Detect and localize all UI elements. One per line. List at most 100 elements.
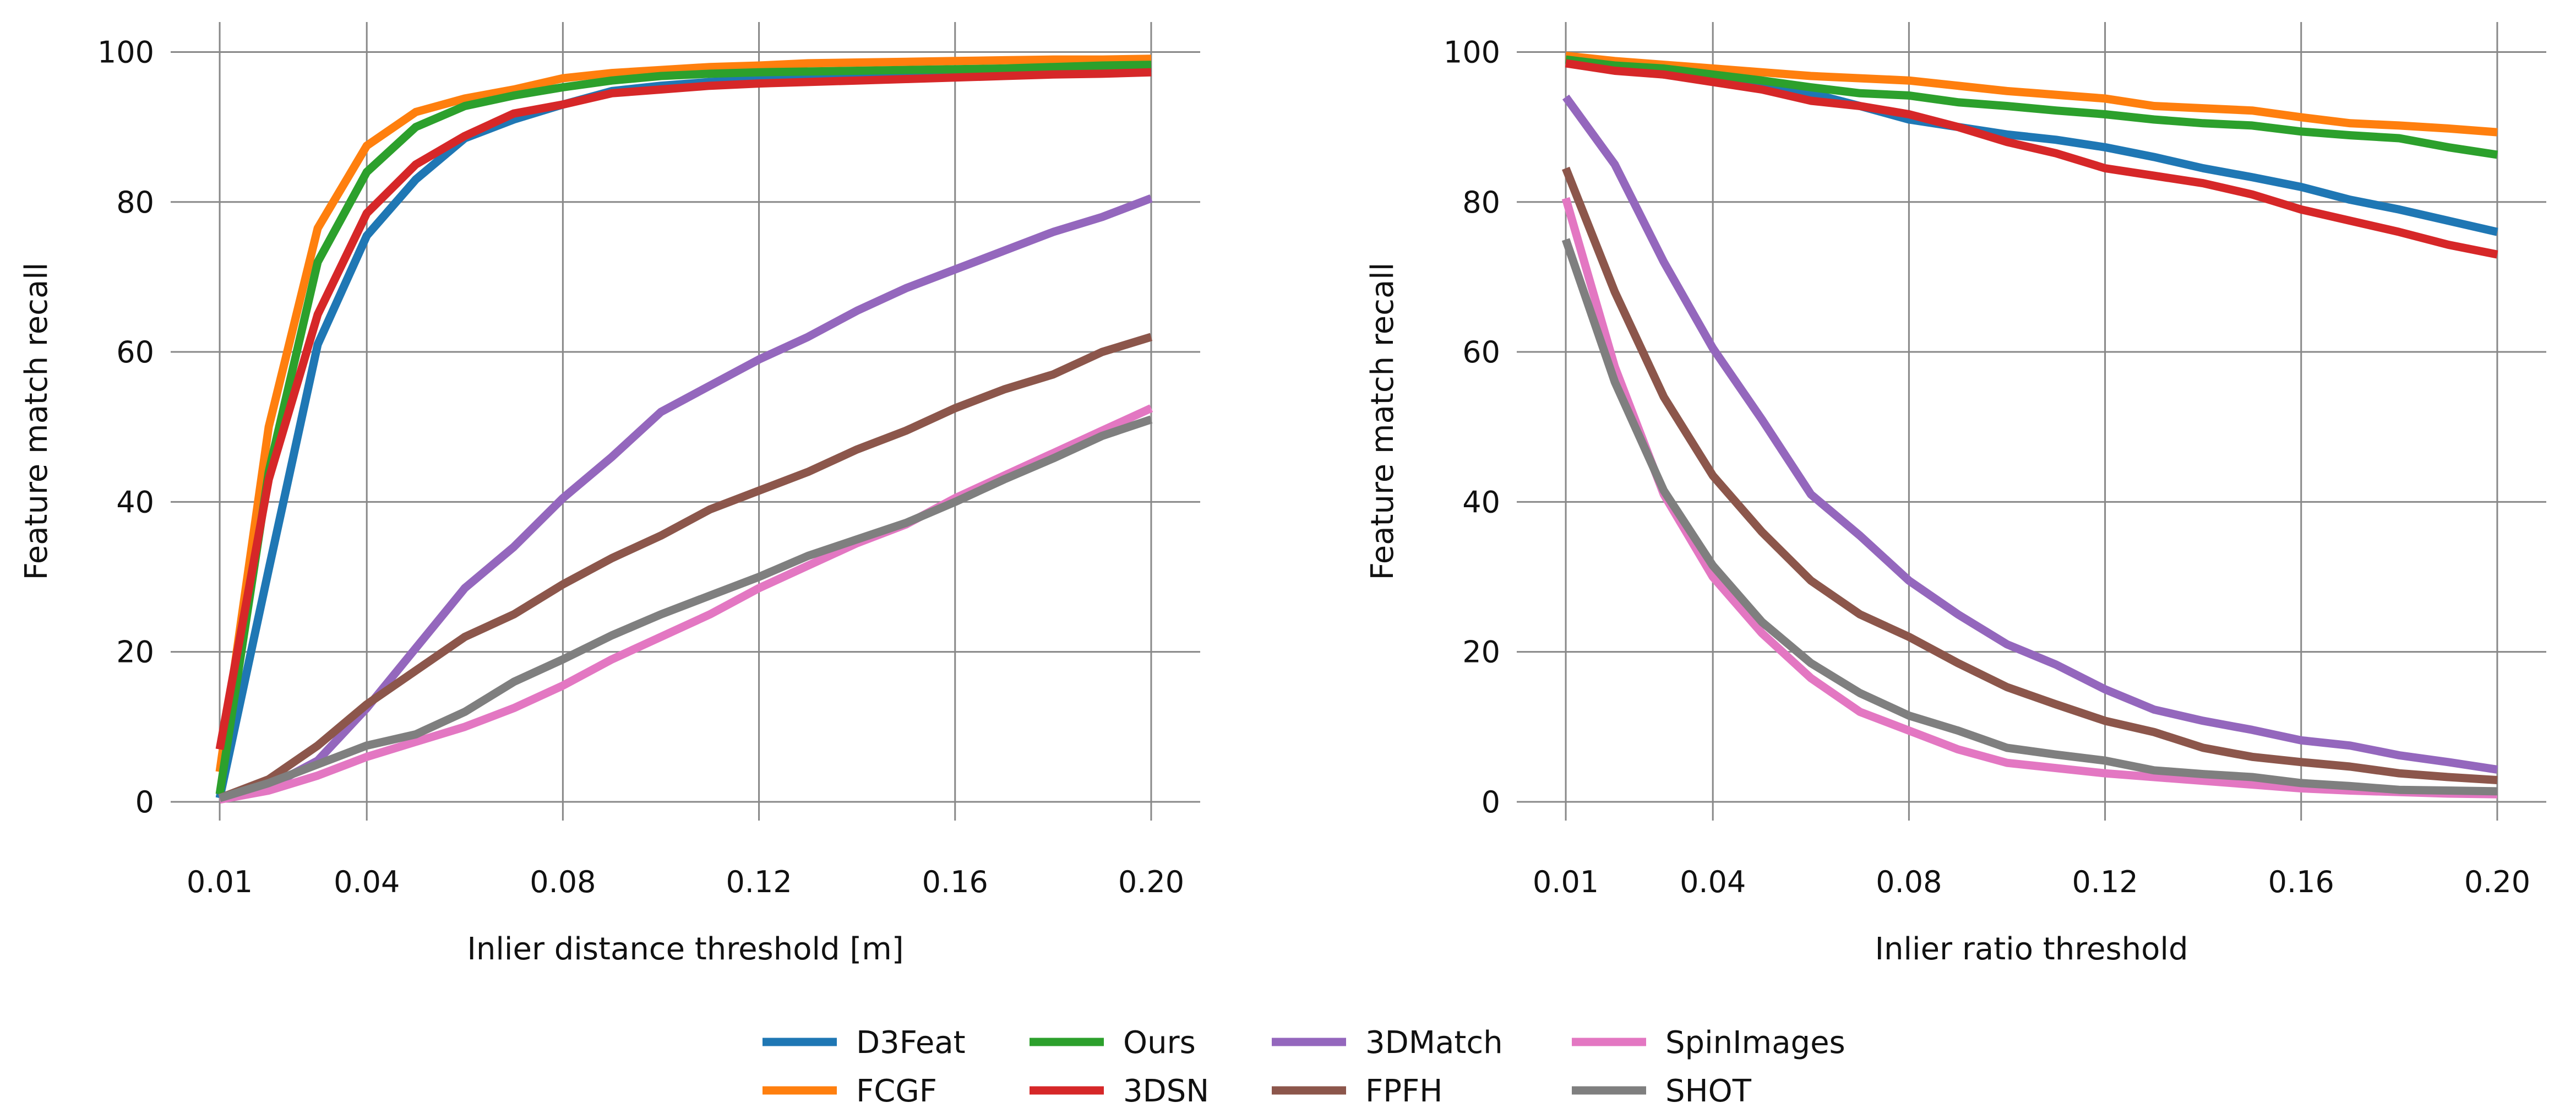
data-point-shot — [1147, 416, 1155, 424]
data-point-spinimages — [1147, 404, 1155, 412]
data-point-shot — [2493, 788, 2501, 795]
series-line-3dmatch — [1562, 94, 2498, 774]
x-tick-label: 0.01 — [187, 865, 253, 899]
data-point-spinimages — [2052, 764, 2060, 772]
data-point-ours — [2444, 143, 2452, 151]
data-point-fpfh — [1049, 371, 1057, 378]
x-tick-label: 0.16 — [922, 865, 988, 899]
data-point-3dsn — [1000, 72, 1008, 80]
legend-label-d3feat: D3Feat — [856, 1025, 966, 1061]
data-point-spinimages — [1856, 708, 1864, 716]
data-point-ours — [412, 123, 420, 131]
data-point-3dsn — [755, 80, 763, 88]
data-point-fcgf — [804, 59, 812, 67]
y-axis-title: Feature match recall — [1365, 263, 1401, 580]
data-point-spinimages — [1905, 727, 1913, 735]
legend-label-ours: Ours — [1123, 1025, 1196, 1061]
data-point-ours — [1905, 91, 1913, 99]
data-point-fcgf — [559, 74, 567, 82]
data-point-3dsn — [559, 101, 567, 108]
data-point-ours — [608, 77, 616, 84]
data-point-fcgf — [363, 142, 371, 150]
data-point-d3feat — [412, 176, 420, 183]
data-point-3dsn — [2003, 138, 2011, 146]
data-point-fpfh — [951, 404, 959, 412]
data-point-d3feat — [265, 566, 273, 573]
data-point-fpfh — [461, 633, 469, 640]
data-point-fpfh — [706, 506, 714, 513]
data-point-shot — [2444, 787, 2452, 795]
data-point-3dmatch — [2346, 742, 2354, 750]
data-point-3dsn — [853, 77, 861, 84]
data-point-fcgf — [2052, 91, 2060, 99]
data-point-3dmatch — [755, 356, 763, 363]
data-point-shot — [608, 632, 616, 639]
data-point-shot — [706, 592, 714, 600]
data-point-fpfh — [314, 742, 322, 750]
data-point-fpfh — [2493, 776, 2501, 784]
data-point-ours — [853, 67, 861, 74]
data-point-3dmatch — [853, 307, 861, 314]
data-point-fpfh — [804, 468, 812, 476]
data-point-d3feat — [363, 232, 371, 240]
data-point-fpfh — [2199, 744, 2207, 752]
data-point-shot — [1954, 727, 1962, 735]
data-point-shot — [1049, 454, 1057, 462]
x-tick-label: 0.16 — [2268, 865, 2334, 899]
data-point-ours — [951, 66, 959, 73]
data-point-3dsn — [2248, 191, 2256, 198]
y-tick-label: 60 — [116, 335, 154, 370]
data-point-fpfh — [510, 611, 518, 618]
series-line-3dsn — [1565, 59, 2498, 259]
data-point-shot — [216, 794, 224, 802]
data-point-3dsn — [2101, 164, 2109, 172]
data-point-shot — [1807, 659, 1815, 667]
data-point-ours — [902, 66, 910, 74]
data-point-shot — [1905, 712, 1913, 719]
data-point-d3feat — [314, 340, 322, 348]
data-point-3dmatch — [706, 382, 714, 389]
data-point-fpfh — [1098, 348, 1106, 356]
data-point-shot — [657, 611, 665, 618]
data-point-3dsn — [1660, 70, 1668, 78]
data-point-fpfh — [657, 532, 665, 540]
data-point-ours — [1709, 70, 1717, 78]
data-point-shot — [902, 519, 910, 526]
data-point-fcgf — [1049, 56, 1057, 63]
data-point-3dsn — [1807, 97, 1815, 105]
data-point-3dmatch — [1954, 611, 1962, 618]
series-line-fpfh — [218, 333, 1153, 802]
data-point-ours — [2003, 102, 2011, 110]
data-point-3dmatch — [2248, 726, 2256, 734]
data-point-d3feat — [2248, 173, 2256, 181]
data-point-shot — [1856, 689, 1864, 697]
legend: D3Feat FCGF Ours 3DSN 3DMatch FPFH SpinImages S… — [763, 1025, 1845, 1109]
data-point-3dsn — [2199, 180, 2207, 187]
data-point-spinimages — [1807, 674, 1815, 682]
data-point-shot — [1098, 432, 1106, 440]
data-point-spinimages — [461, 723, 469, 731]
data-point-shot — [314, 761, 322, 768]
data-point-3dmatch — [2003, 640, 2011, 648]
data-point-fpfh — [1856, 611, 1864, 618]
data-point-fcgf — [2444, 124, 2452, 132]
data-point-fpfh — [2346, 763, 2354, 770]
data-point-fcgf — [1905, 77, 1913, 84]
data-point-fpfh — [2444, 773, 2452, 781]
legend-label-3dsn: 3DSN — [1123, 1073, 1209, 1109]
data-point-fcgf — [265, 423, 273, 431]
data-point-3dsn — [1954, 123, 1962, 131]
data-point-fpfh — [1660, 393, 1668, 401]
data-point-3dsn — [2052, 149, 2060, 157]
data-point-fcgf — [2101, 95, 2109, 102]
data-point-shot — [1611, 378, 1619, 386]
data-point-3dmatch — [510, 543, 518, 551]
data-point-3dmatch — [2444, 758, 2452, 766]
data-point-fpfh — [1954, 659, 1962, 667]
data-point-ours — [2101, 110, 2109, 118]
data-point-ours — [2199, 120, 2207, 127]
data-point-fpfh — [1807, 577, 1815, 584]
data-point-ours — [510, 91, 518, 99]
data-point-fcgf — [1758, 68, 1766, 76]
